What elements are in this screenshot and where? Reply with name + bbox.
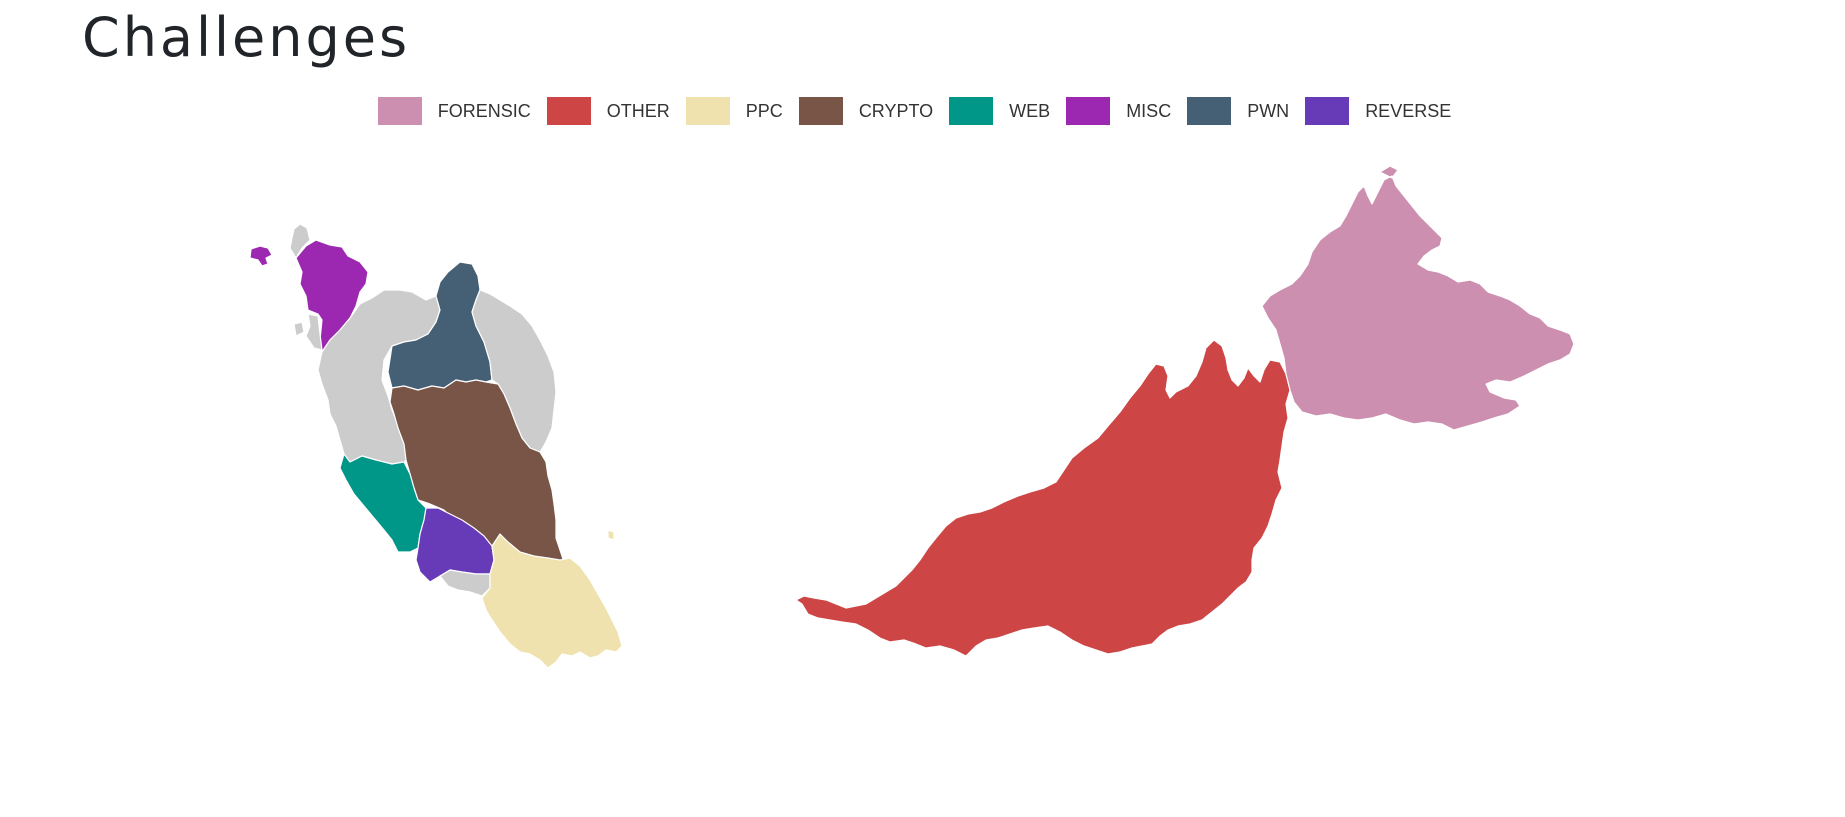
legend-swatch-other xyxy=(546,97,591,125)
page-title: Challenges xyxy=(82,6,411,69)
map-svg xyxy=(249,165,1575,669)
legend-item-forensic[interactable]: FORENSIC xyxy=(377,97,531,125)
legend-swatch-misc xyxy=(1066,97,1111,125)
legend-swatch-pwn xyxy=(1187,97,1232,125)
legend-label: CRYPTO xyxy=(858,100,934,121)
legend-item-pwn[interactable]: PWN xyxy=(1187,97,1289,125)
legend-swatch-ppc xyxy=(685,97,730,125)
region-langkawi[interactable] xyxy=(249,245,273,267)
legend-item-ppc[interactable]: PPC xyxy=(685,97,783,125)
legend-label: MISC xyxy=(1126,100,1172,121)
legend-label: OTHER xyxy=(606,100,670,121)
legend-swatch-reverse xyxy=(1305,97,1350,125)
region-johor[interactable] xyxy=(481,529,623,669)
region-perak[interactable] xyxy=(317,289,441,465)
region-penang[interactable] xyxy=(293,313,323,351)
legend-label: REVERSE xyxy=(1365,100,1452,121)
region-sabah[interactable] xyxy=(1261,165,1575,431)
legend: FORENSIC OTHER PPC CRYPTO WEB MISC PWN R… xyxy=(0,94,1845,128)
legend-label: WEB xyxy=(1009,100,1051,121)
legend-label: PPC xyxy=(745,100,783,121)
legend-item-misc[interactable]: MISC xyxy=(1066,97,1171,125)
region-perlis[interactable] xyxy=(289,223,311,259)
region-sarawak[interactable] xyxy=(795,339,1291,657)
legend-swatch-forensic xyxy=(377,97,422,125)
region-melaka[interactable] xyxy=(439,569,491,597)
malaysia-map xyxy=(0,150,1845,710)
legend-label: PWN xyxy=(1247,100,1290,121)
legend-label: FORENSIC xyxy=(437,100,531,121)
legend-item-crypto[interactable]: CRYPTO xyxy=(798,97,934,125)
legend-item-reverse[interactable]: REVERSE xyxy=(1305,97,1451,125)
legend-item-other[interactable]: OTHER xyxy=(546,97,670,125)
legend-swatch-crypto xyxy=(798,97,843,125)
legend-item-web[interactable]: WEB xyxy=(949,97,1050,125)
legend-swatch-web xyxy=(949,97,994,125)
